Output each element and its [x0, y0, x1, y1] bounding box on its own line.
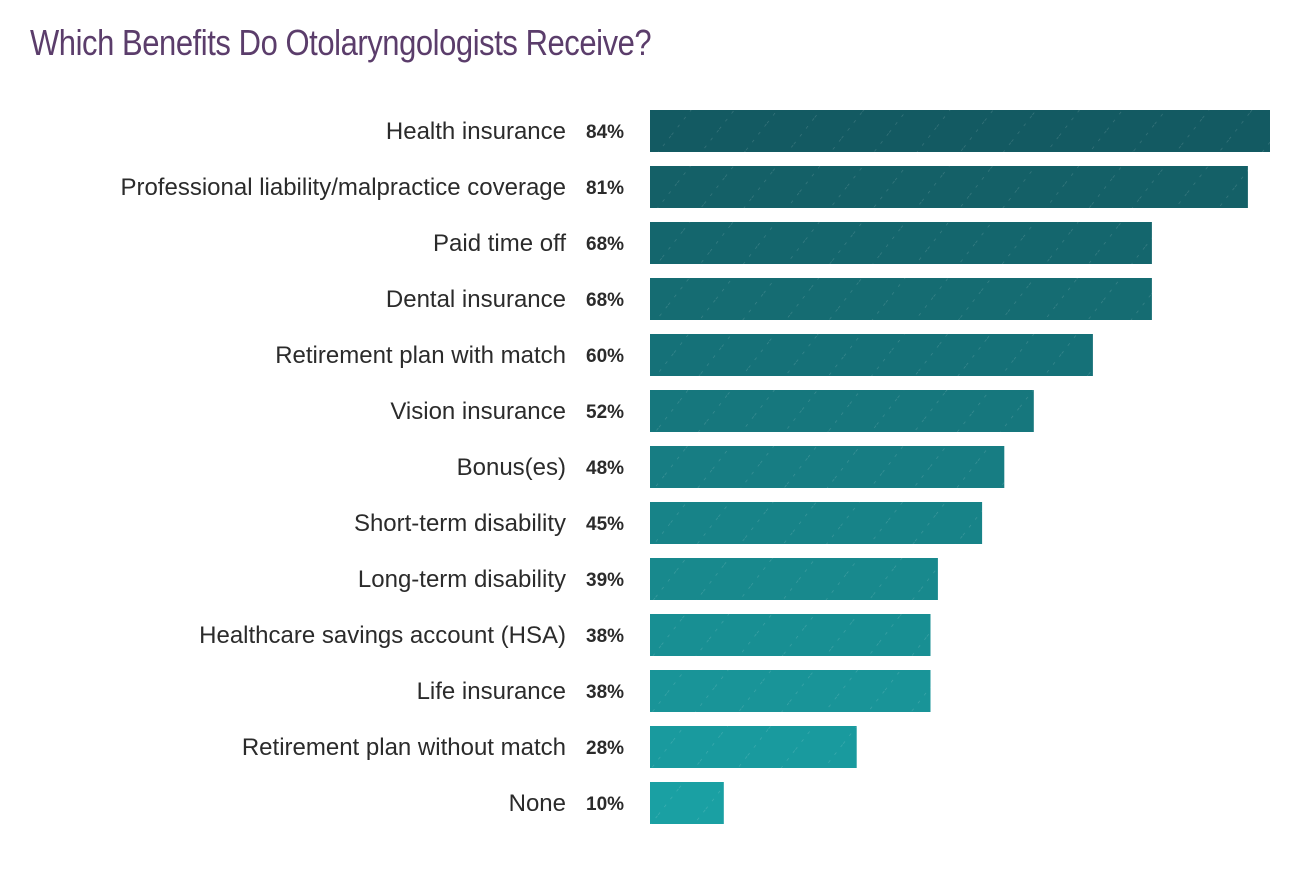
- value-label: 60%: [586, 346, 624, 367]
- category-label: Paid time off: [433, 230, 566, 257]
- bar-texture: [650, 726, 857, 768]
- category-label: Long-term disability: [358, 566, 566, 593]
- bar-texture: [650, 558, 938, 600]
- bar-texture: [650, 502, 983, 544]
- bar-texture: [650, 278, 1152, 320]
- bar-texture: [650, 446, 1005, 488]
- chart-title: Which Benefits Do Otolaryngologists Rece…: [30, 22, 652, 63]
- value-label: 81%: [586, 178, 624, 199]
- value-label: 10%: [586, 794, 624, 815]
- category-label: Professional liability/malpractice cover…: [120, 174, 566, 201]
- category-label: Healthcare savings account (HSA): [199, 622, 566, 649]
- value-label: 38%: [586, 626, 624, 647]
- bar-texture: [650, 110, 1270, 152]
- bar-texture: [650, 334, 1093, 376]
- bar-texture: [650, 614, 931, 656]
- value-label: 39%: [586, 570, 624, 591]
- category-label: Vision insurance: [390, 398, 566, 425]
- value-label: 52%: [586, 402, 624, 423]
- value-label: 84%: [586, 122, 624, 143]
- category-label: None: [509, 790, 566, 817]
- value-label: 45%: [586, 514, 624, 535]
- value-label: 28%: [586, 738, 624, 759]
- category-label: Bonus(es): [457, 454, 566, 481]
- category-label: Short-term disability: [354, 510, 566, 537]
- value-label: 68%: [586, 234, 624, 255]
- value-label: 38%: [586, 682, 624, 703]
- value-label: 48%: [586, 458, 624, 479]
- bar-texture: [650, 782, 724, 824]
- category-label: Life insurance: [417, 678, 566, 705]
- category-label: Health insurance: [386, 118, 566, 145]
- bar-texture: [650, 670, 931, 712]
- bar-texture: [650, 390, 1034, 432]
- value-label: 68%: [586, 290, 624, 311]
- bar-texture: [650, 166, 1248, 208]
- bar-texture: [650, 222, 1152, 264]
- bars-group: Health insurance 84% Professional liabilit…: [120, 110, 1270, 824]
- category-label: Dental insurance: [386, 286, 566, 313]
- category-label: Retirement plan without match: [242, 734, 566, 761]
- category-label: Retirement plan with match: [275, 342, 566, 369]
